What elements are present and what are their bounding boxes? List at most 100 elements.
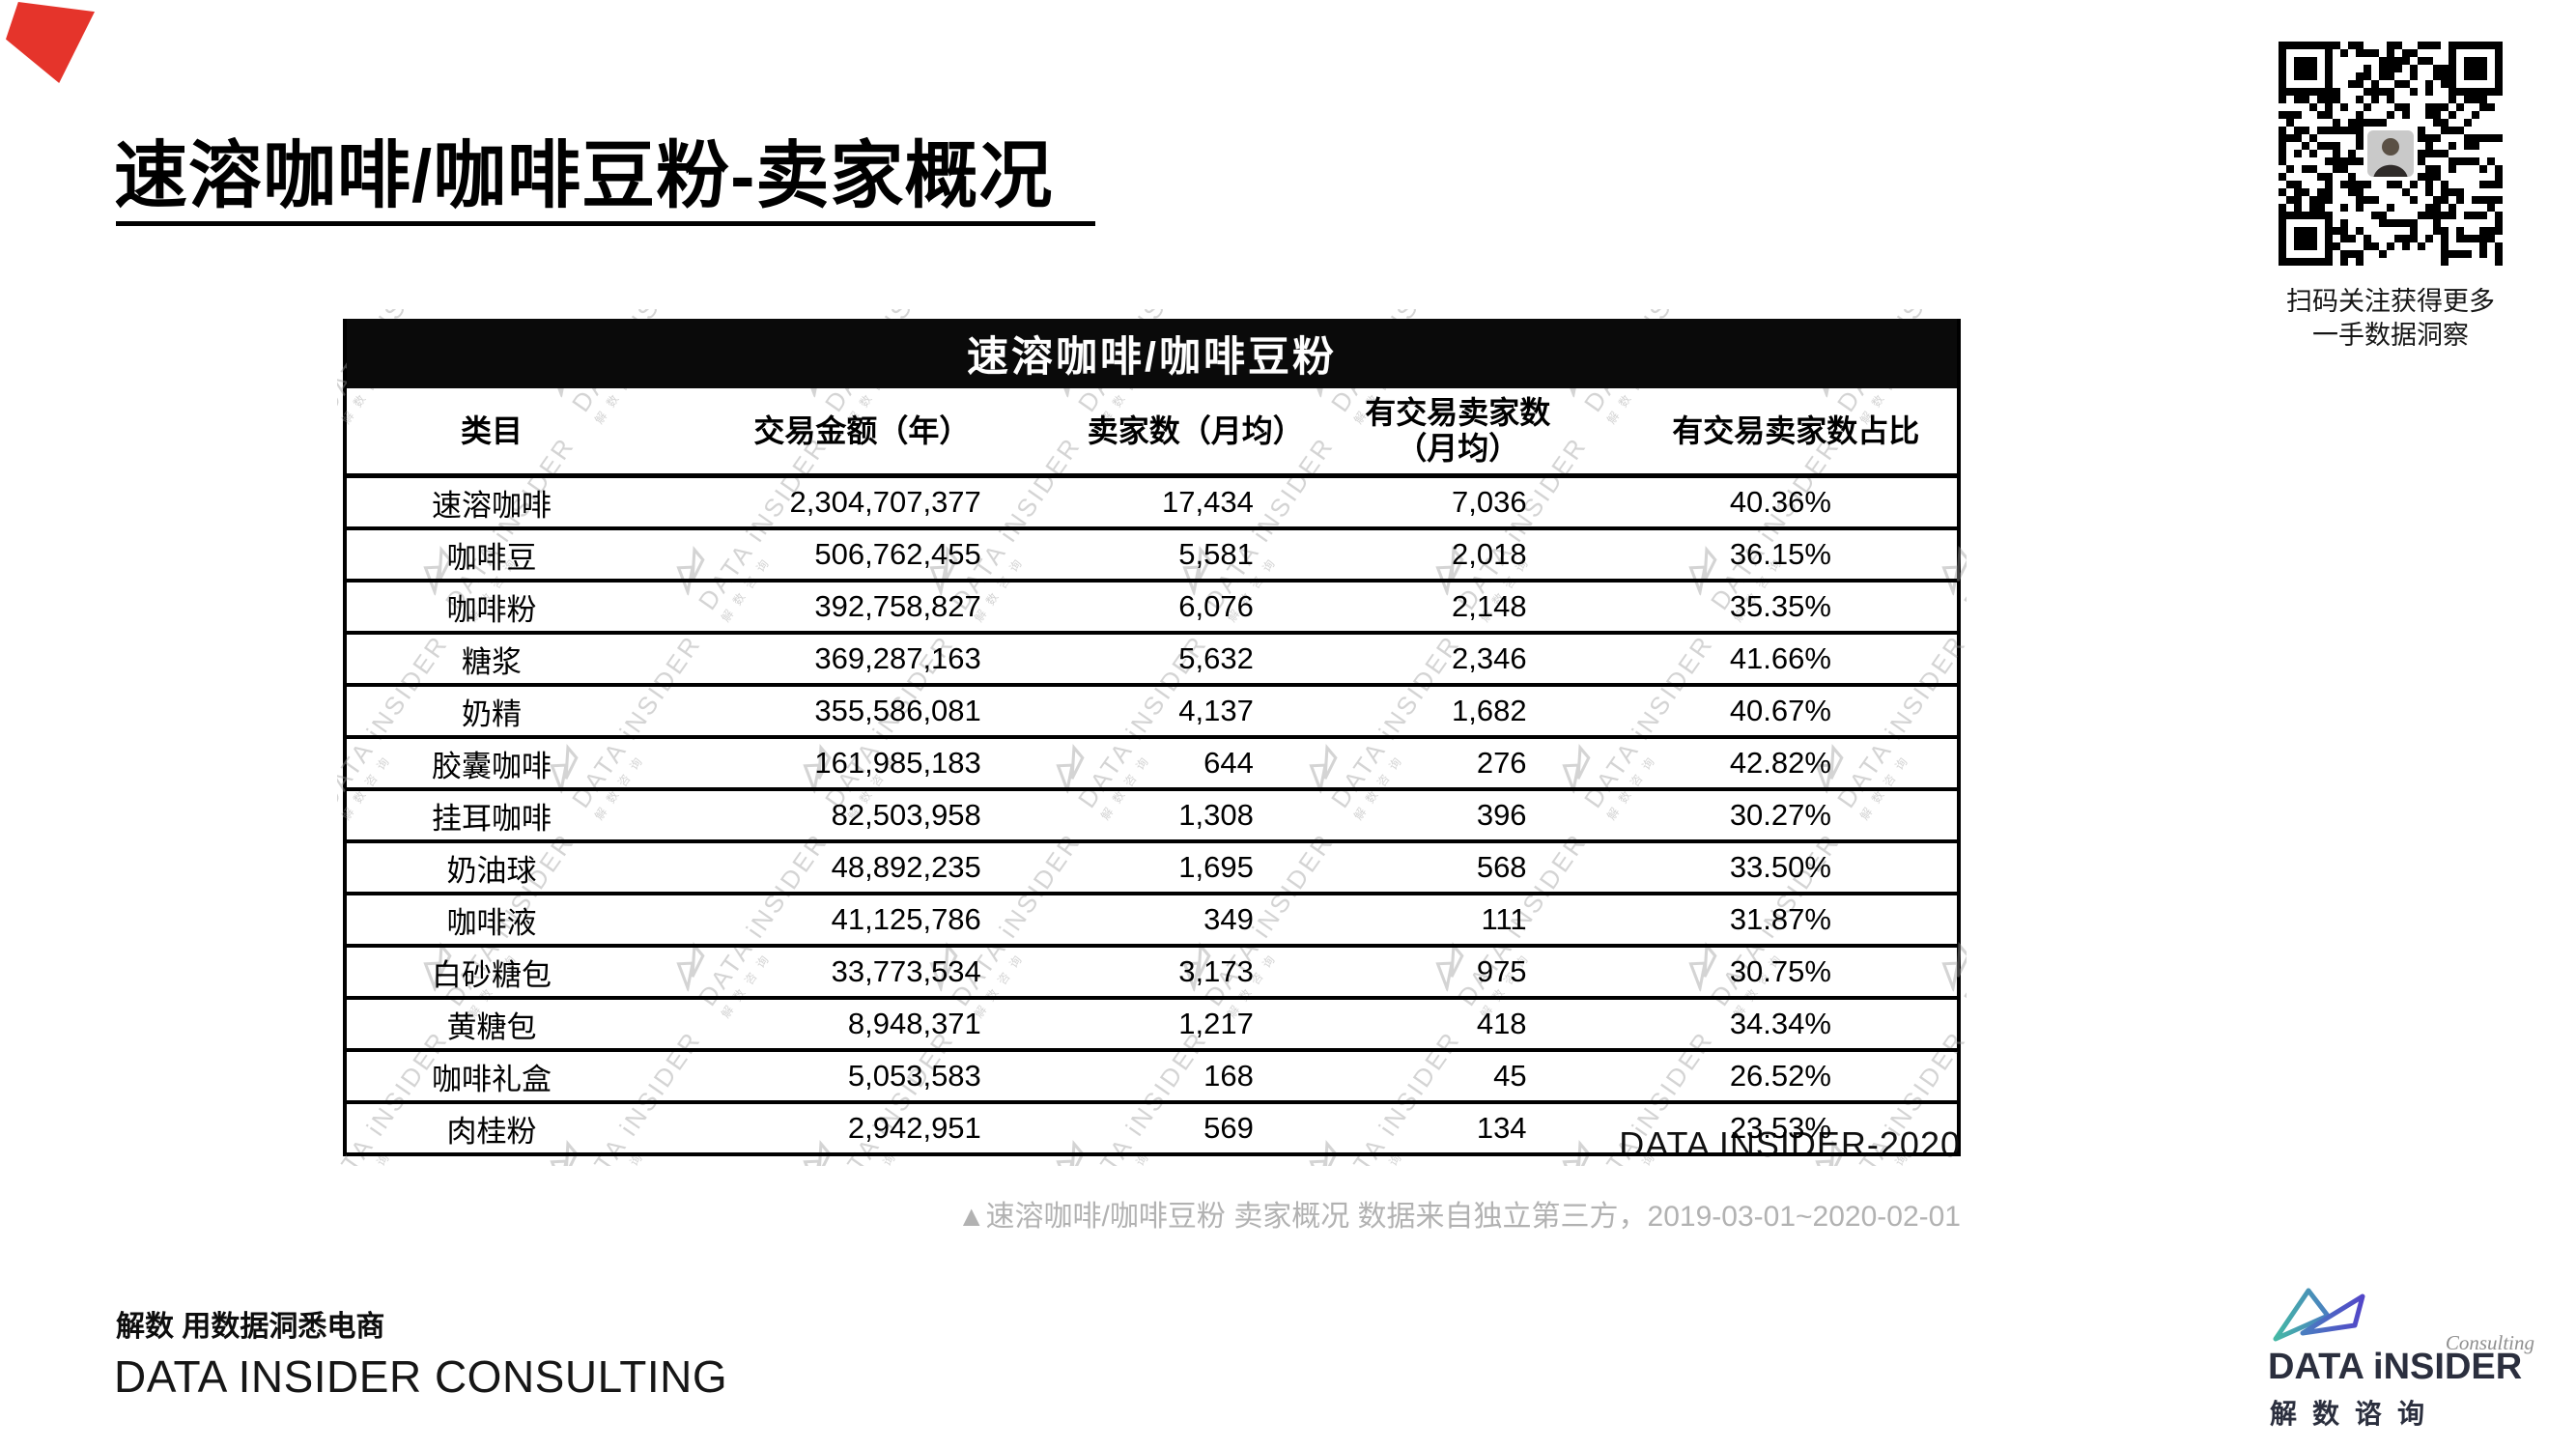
- table-cell: 506,762,455: [814, 537, 981, 571]
- table-cell: 1,308: [1178, 798, 1254, 832]
- table-cell: 392,758,827: [814, 589, 981, 623]
- table-cell: 7,036: [1451, 485, 1527, 519]
- table-cell: 5,632: [1178, 641, 1254, 675]
- table-cell: 40.67%: [1729, 694, 1831, 727]
- brand-logo: Consulting DATA iNSIDER 解数谘询: [2268, 1285, 2534, 1439]
- corner-accent-shape: [6, 2, 95, 83]
- source-label: DATA INSIDER-2020: [1619, 1124, 1961, 1164]
- qr-code-icon: [2276, 39, 2505, 269]
- table-cell: 34.34%: [1729, 1007, 1831, 1040]
- table-row: 肉桂粉 2,942,951 569 134 23.53%: [347, 1104, 1957, 1156]
- table-row: 挂耳咖啡 82,503,958 1,308 396 30.27%: [347, 791, 1957, 843]
- table-row: 咖啡豆 506,762,455 5,581 2,018 36.15%: [347, 530, 1957, 582]
- table-cell: 276: [1476, 746, 1527, 780]
- table-cell: 肉桂粉: [446, 1114, 537, 1149]
- table-cell: 369,287,163: [814, 641, 981, 675]
- table-cell: 26.52%: [1729, 1059, 1831, 1093]
- table-cell: 2,304,707,377: [789, 485, 981, 519]
- table-cell: 48,892,235: [831, 850, 981, 884]
- table-cell: 咖啡液: [446, 905, 537, 940]
- table-cell: 568: [1476, 850, 1527, 884]
- table-row: 速溶咖啡 2,304,707,377 17,434 7,036 40.36%: [347, 478, 1957, 530]
- table-cell: 45: [1493, 1059, 1527, 1093]
- table-cell: 2,018: [1451, 537, 1527, 571]
- table-cell: 咖啡礼盒: [432, 1062, 552, 1096]
- column-header-active-sellers-line1: 有交易卖家数: [1365, 395, 1551, 431]
- table-cell: 速溶咖啡: [432, 488, 552, 523]
- table-cell: 349: [1203, 902, 1254, 936]
- table-cell: 33,773,534: [831, 954, 981, 988]
- table-cell: 奶精: [462, 696, 523, 731]
- table-cell: 咖啡粉: [446, 592, 537, 627]
- table-row: 胶囊咖啡 161,985,183 644 276 42.82%: [347, 739, 1957, 791]
- table-cell: 3,173: [1178, 954, 1254, 988]
- table-cell: 奶油球: [446, 853, 537, 888]
- table-row: 奶油球 48,892,235 1,695 568 33.50%: [347, 843, 1957, 895]
- table-cell: 17,434: [1162, 485, 1254, 519]
- table-cell: 5,581: [1178, 537, 1254, 571]
- table-cell: 36.15%: [1729, 537, 1831, 571]
- table-cell: 569: [1203, 1111, 1254, 1145]
- figure-caption: ▲速溶咖啡/咖啡豆粉 卖家概况 数据来自独立第三方，2019-03-01~202…: [956, 1201, 1961, 1233]
- table-cell: 挂耳咖啡: [432, 801, 552, 836]
- column-header-active-sellers-line2: （月均）: [1396, 431, 1520, 466]
- table-cell: 111: [1481, 902, 1527, 936]
- table-cell: 161,985,183: [814, 746, 981, 780]
- qr-caption-line1: 扫码关注获得更多: [2286, 287, 2495, 316]
- qr-block: 扫码关注获得更多 一手数据洞察: [2276, 39, 2505, 352]
- table-cell: 355,586,081: [814, 694, 981, 727]
- table-cell: 168: [1203, 1059, 1254, 1093]
- table-cell: 41,125,786: [831, 902, 981, 936]
- table-cell: 23.53%: [1729, 1111, 1831, 1145]
- footer-slogan: 解数 用数据洞悉电商: [116, 1311, 385, 1343]
- table-cell: 418: [1476, 1007, 1527, 1040]
- table-cell: 1,695: [1178, 850, 1254, 884]
- table-cell: 2,942,951: [847, 1111, 981, 1145]
- table-cell: 396: [1476, 798, 1527, 832]
- column-header-active-sellers: 有交易卖家数 （月均）: [1281, 395, 1635, 467]
- table-cell: 41.66%: [1729, 641, 1831, 675]
- table-header-row: 类目 交易金额（年） 卖家数（月均） 有交易卖家数 （月均） 有交易卖家数占比: [347, 388, 1957, 478]
- table-cell: 1,682: [1451, 694, 1527, 727]
- table-cell: 30.75%: [1729, 954, 1831, 988]
- table-cell: 5,053,583: [847, 1059, 981, 1093]
- page-title: 速溶咖啡/咖啡豆粉-卖家概况: [114, 135, 1054, 217]
- table-body: 速溶咖啡 2,304,707,377 17,434 7,036 40.36% 咖啡豆 506…: [347, 478, 1957, 1156]
- table-cell: 30.27%: [1729, 798, 1831, 832]
- title-underline: [116, 221, 1095, 226]
- table-cell: 2,148: [1451, 589, 1527, 623]
- bowtie-logo-icon: [2273, 1288, 2365, 1342]
- table-cell: 黄糖包: [446, 1009, 537, 1044]
- table-cell: 8,948,371: [847, 1007, 981, 1040]
- table-cell: 糖浆: [462, 644, 523, 679]
- qr-caption-line2: 一手数据洞察: [2312, 320, 2469, 350]
- table-cell: 4,137: [1178, 694, 1254, 727]
- table-title: 速溶咖啡/咖啡豆粉: [347, 319, 1957, 388]
- column-header-category: 类目: [461, 412, 524, 448]
- table-row: 咖啡礼盒 5,053,583 168 45 26.52%: [347, 1052, 1957, 1104]
- table-cell: 644: [1203, 746, 1254, 780]
- table-cell: 咖啡豆: [446, 540, 537, 575]
- brand-consulting-label: Consulting: [2445, 1331, 2534, 1354]
- table-cell: 6,076: [1178, 589, 1254, 623]
- table-cell: 42.82%: [1729, 746, 1831, 780]
- table-row: 奶精 355,586,081 4,137 1,682 40.67%: [347, 687, 1957, 739]
- table-cell: 35.35%: [1729, 589, 1831, 623]
- table-row: 黄糖包 8,948,371 1,217 418 34.34%: [347, 1000, 1957, 1052]
- table-row: 白砂糖包 33,773,534 3,173 975 30.75%: [347, 948, 1957, 1000]
- table-cell: 975: [1476, 954, 1527, 988]
- table-row: 咖啡液 41,125,786 349 111 31.87%: [347, 895, 1957, 948]
- table-cell: 134: [1476, 1111, 1527, 1145]
- table-cell: 2,346: [1451, 641, 1527, 675]
- table-cell: 31.87%: [1729, 902, 1831, 936]
- table-row: 咖啡粉 392,758,827 6,076 2,148 35.35%: [347, 582, 1957, 635]
- table-cell: 82,503,958: [831, 798, 981, 832]
- qr-caption: 扫码关注获得更多 一手数据洞察: [2276, 285, 2505, 352]
- table-cell: 胶囊咖啡: [432, 749, 552, 783]
- table-cell: 33.50%: [1729, 850, 1831, 884]
- column-header-active-ratio: 有交易卖家数占比: [1672, 412, 1920, 448]
- brand-name-chinese: 解数谘询: [2270, 1399, 2441, 1429]
- brand-name: DATA iNSIDER: [2268, 1347, 2523, 1387]
